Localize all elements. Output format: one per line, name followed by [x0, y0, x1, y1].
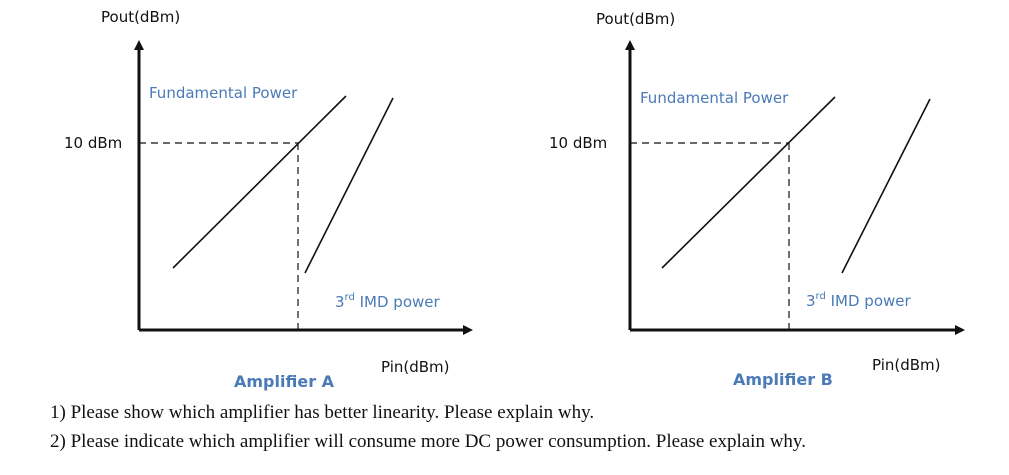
amplifier-a-diagram: Pout(dBm) Pin(dBm) 10 dBm Fundamental Po… [64, 8, 473, 391]
amplifier-b-level-label: 10 dBm [549, 134, 607, 152]
amplifier-b-title: Amplifier B [733, 370, 833, 389]
amplifier-a-imd-label: 3rd IMD power [335, 292, 440, 311]
amplifier-b-x-axis-label: Pin(dBm) [872, 356, 941, 374]
amplifier-b-fundamental-line [661, 96, 836, 269]
amplifier-b-diagram: Pout(dBm) Pin(dBm) 10 dBm Fundamental Po… [549, 10, 965, 389]
amplifier-b-fundamental-label: Fundamental Power [640, 89, 789, 107]
amplifier-a-imd-line [304, 97, 394, 274]
amplifier-a-level-label: 10 dBm [64, 134, 122, 152]
question-2: 2) Please indicate which amplifier will … [50, 431, 806, 452]
amplifier-a-fundamental-line [172, 95, 347, 269]
amplifier-a-y-axis-label: Pout(dBm) [101, 8, 180, 26]
question-1: 1) Please show which amplifier has bette… [50, 402, 594, 423]
amplifier-a-title: Amplifier A [234, 372, 335, 391]
amplifier-b-imd-label: 3rd IMD power [806, 291, 911, 310]
amplifier-b-y-axis-label: Pout(dBm) [596, 10, 675, 28]
amplifier-a-x-axis-label: Pin(dBm) [381, 358, 450, 376]
amplifier-b-imd-line [841, 98, 931, 274]
amplifier-a-fundamental-label: Fundamental Power [149, 84, 298, 102]
